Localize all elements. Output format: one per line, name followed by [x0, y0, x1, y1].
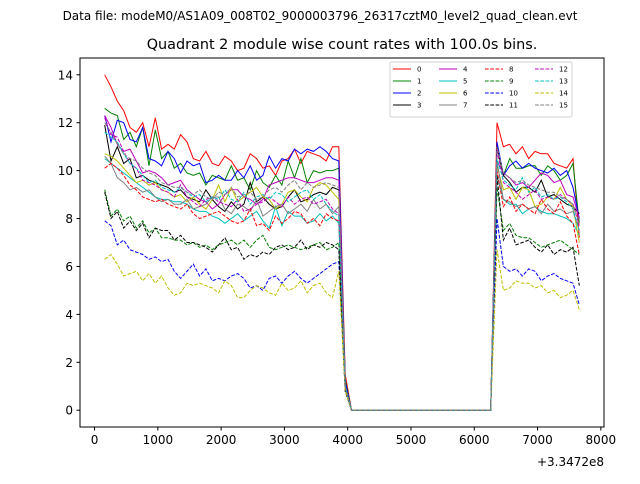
series-line-2: [104, 115, 580, 411]
x-tick-label: 0: [91, 433, 99, 447]
legend-label: 2: [417, 90, 421, 98]
legend-label: 1: [417, 78, 421, 86]
legend-label: 3: [417, 102, 421, 110]
legend-item-12: 12: [535, 66, 568, 74]
series-line-0: [104, 74, 580, 411]
legend-item-5: 5: [439, 78, 467, 86]
x-tick-label: 6000: [459, 433, 490, 447]
legend-item-1: 1: [393, 78, 421, 86]
chart-title: Quadrant 2 module wise count rates with …: [147, 37, 538, 53]
legend-item-4: 4: [439, 66, 468, 74]
legend-label: 4: [463, 66, 468, 74]
x-offset-label: +3.3472e8: [537, 455, 604, 469]
x-tick-label: 7000: [522, 433, 553, 447]
legend-label: 7: [463, 102, 467, 110]
legend-item-6: 6: [439, 90, 468, 98]
x-tick-label: 3000: [269, 433, 300, 447]
series-layer: [104, 74, 580, 411]
chart-suptitle: Data file: modeM0/AS1A09_008T02_90000037…: [63, 9, 578, 23]
legend-item-8: 8: [485, 66, 513, 74]
legend-item-11: 11: [485, 102, 518, 110]
legend-label: 11: [509, 102, 518, 110]
series-line-13: [104, 131, 580, 411]
legend-label: 8: [509, 66, 513, 74]
axes-layer: 0 1000 2000 3000 4000 5000 6000 7000 80000246810…: [58, 68, 616, 447]
y-tick-label: 2: [65, 356, 73, 370]
y-tick-label: 8: [65, 212, 73, 226]
x-tick-label: 1000: [143, 433, 174, 447]
x-tick-label: 5000: [396, 433, 427, 447]
legend-item-14: 14: [535, 90, 568, 98]
y-tick-label: 12: [58, 116, 73, 130]
x-tick-label: 4000: [332, 433, 363, 447]
legend-item-13: 13: [535, 78, 568, 86]
x-tick-label: 2000: [206, 433, 237, 447]
legend-label: 0: [417, 66, 421, 74]
legend-item-3: 3: [393, 102, 421, 110]
legend-item-15: 15: [535, 102, 568, 110]
series-line-11: [104, 175, 580, 411]
legend-label: 6: [463, 90, 468, 98]
legend-label: 15: [559, 102, 568, 110]
y-tick-label: 0: [65, 404, 73, 418]
legend-item-0: 0: [393, 66, 421, 74]
series-line-14: [104, 249, 580, 411]
legend-label: 14: [559, 90, 568, 98]
legend-label: 12: [559, 66, 568, 74]
plot-frame: [79, 57, 605, 428]
legend-item-10: 10: [485, 90, 518, 98]
legend-item-7: 7: [439, 102, 467, 110]
legend-item-2: 2: [393, 90, 421, 98]
series-line-15: [104, 122, 580, 411]
legend-label: 13: [559, 78, 568, 86]
legend-item-9: 9: [485, 78, 513, 86]
y-tick-label: 14: [58, 68, 73, 82]
y-tick-label: 4: [65, 308, 73, 322]
legend-label: 5: [463, 78, 467, 86]
legend-label: 9: [509, 78, 513, 86]
y-tick-label: 10: [58, 164, 73, 178]
y-tick-label: 6: [65, 260, 73, 274]
legend-frame: [389, 61, 573, 118]
legend-label: 10: [509, 90, 518, 98]
x-tick-label: 8000: [586, 433, 617, 447]
